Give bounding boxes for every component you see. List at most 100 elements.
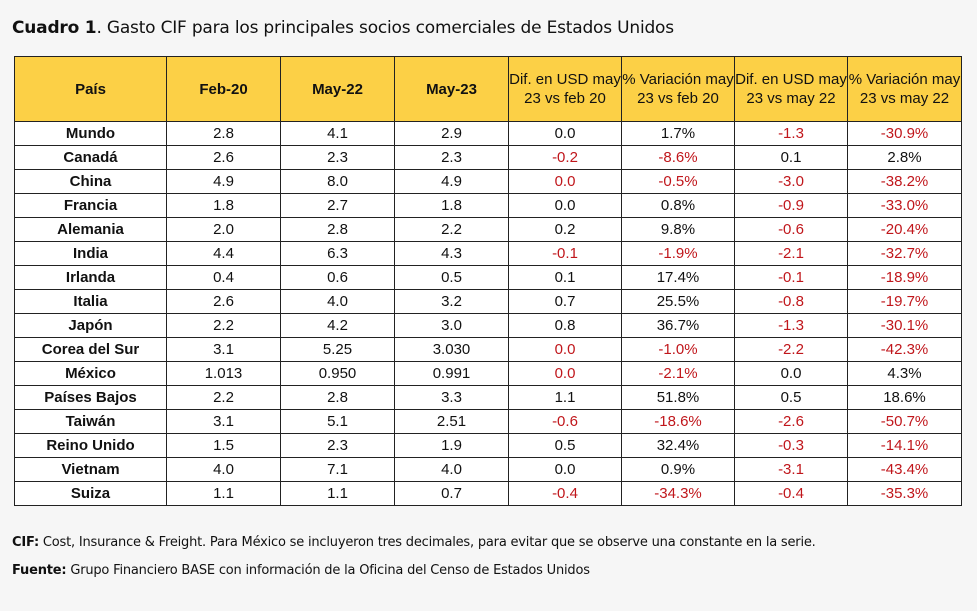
cif-spending-table: País Feb-20 May-22 May-23 Dif. en USD ma…	[14, 56, 962, 506]
cell-pct-change-vs-feb20: -34.3%	[621, 481, 735, 506]
cell-diff-usd-vs-feb20: 0.0	[508, 457, 622, 482]
cell-country: Francia	[14, 193, 167, 218]
header-country: País	[14, 56, 167, 122]
cell-diff-usd-vs-feb20: 0.8	[508, 313, 622, 338]
cell-pct-change-vs-may22: -50.7%	[847, 409, 962, 434]
cell-diff-usd-vs-may22: -2.2	[734, 337, 848, 362]
cell-country: Taiwán	[14, 409, 167, 434]
cell-diff-usd-vs-feb20: 0.7	[508, 289, 622, 314]
table-row: Suiza 1.1 1.1 0.7 -0.4 -34.3% -0.4 -35.3%	[14, 481, 962, 506]
cell-may-22: 6.3	[280, 241, 395, 266]
cell-diff-usd-vs-feb20: -0.4	[508, 481, 622, 506]
cell-country: Reino Unido	[14, 433, 167, 458]
cell-feb-20: 2.2	[166, 313, 281, 338]
cell-diff-usd-vs-may22: 0.0	[734, 361, 848, 386]
cell-may-23: 2.2	[394, 217, 509, 242]
cell-pct-change-vs-feb20: 9.8%	[621, 217, 735, 242]
cell-country: Italia	[14, 289, 167, 314]
cell-pct-change-vs-may22: -14.1%	[847, 433, 962, 458]
cell-diff-usd-vs-may22: -0.6	[734, 217, 848, 242]
cell-may-22: 2.8	[280, 385, 395, 410]
cell-pct-change-vs-may22: -30.1%	[847, 313, 962, 338]
source-footnote-label: Fuente:	[12, 563, 67, 578]
cell-country: Japón	[14, 313, 167, 338]
cell-may-22: 0.6	[280, 265, 395, 290]
cell-may-23: 1.8	[394, 193, 509, 218]
cell-diff-usd-vs-may22: 0.5	[734, 385, 848, 410]
cell-feb-20: 4.4	[166, 241, 281, 266]
cell-may-23: 0.5	[394, 265, 509, 290]
cell-diff-usd-vs-feb20: 0.2	[508, 217, 622, 242]
source-footnote: Fuente: Grupo Financiero BASE con inform…	[12, 563, 590, 578]
cell-diff-usd-vs-feb20: 0.0	[508, 169, 622, 194]
caption-number: Cuadro 1	[12, 18, 97, 38]
cell-pct-change-vs-may22: -38.2%	[847, 169, 962, 194]
cell-diff-usd-vs-feb20: -0.1	[508, 241, 622, 266]
cell-country: Suiza	[14, 481, 167, 506]
cell-may-23: 0.991	[394, 361, 509, 386]
cell-may-23: 3.2	[394, 289, 509, 314]
cell-diff-usd-vs-feb20: -0.6	[508, 409, 622, 434]
cell-feb-20: 3.1	[166, 337, 281, 362]
table-body: Mundo 2.8 4.1 2.9 0.0 1.7% -1.3 -30.9% Canadá 2.6…	[14, 121, 962, 506]
cell-pct-change-vs-feb20: -18.6%	[621, 409, 735, 434]
cell-country: Vietnam	[14, 457, 167, 482]
cell-diff-usd-vs-feb20: 0.0	[508, 361, 622, 386]
table-row: Canadá 2.6 2.3 2.3 -0.2 -8.6% 0.1 2.8%	[14, 145, 962, 170]
cell-may-23: 2.9	[394, 121, 509, 146]
cell-may-22: 4.1	[280, 121, 395, 146]
cell-may-22: 5.25	[280, 337, 395, 362]
cell-feb-20: 2.2	[166, 385, 281, 410]
table-row: Vietnam 4.0 7.1 4.0 0.0 0.9% -3.1 -43.4%	[14, 457, 962, 482]
cell-feb-20: 1.5	[166, 433, 281, 458]
table-row: Japón 2.2 4.2 3.0 0.8 36.7% -1.3 -30.1%	[14, 313, 962, 338]
table-row: Países Bajos 2.2 2.8 3.3 1.1 51.8% 0.5 18.6%	[14, 385, 962, 410]
cell-country: Irlanda	[14, 265, 167, 290]
table-row: Alemania 2.0 2.8 2.2 0.2 9.8% -0.6 -20.4%	[14, 217, 962, 242]
cell-pct-change-vs-may22: -33.0%	[847, 193, 962, 218]
cell-feb-20: 1.8	[166, 193, 281, 218]
table-row: Mundo 2.8 4.1 2.9 0.0 1.7% -1.3 -30.9%	[14, 121, 962, 146]
header-diff-usd-vs-may22: Dif. en USD may 23 vs may 22	[734, 56, 848, 122]
header-pct-change-vs-feb20: % Variación may 23 vs feb 20	[621, 56, 735, 122]
cell-feb-20: 1.1	[166, 481, 281, 506]
cell-may-22: 2.3	[280, 145, 395, 170]
cell-pct-change-vs-feb20: 1.7%	[621, 121, 735, 146]
header-may-22: May-22	[280, 56, 395, 122]
cell-diff-usd-vs-feb20: 0.1	[508, 265, 622, 290]
table-row: Italia 2.6 4.0 3.2 0.7 25.5% -0.8 -19.7%	[14, 289, 962, 314]
cell-country: Alemania	[14, 217, 167, 242]
cell-feb-20: 2.0	[166, 217, 281, 242]
cell-feb-20: 2.6	[166, 145, 281, 170]
table-row: Reino Unido 1.5 2.3 1.9 0.5 32.4% -0.3 -14.1%	[14, 433, 962, 458]
cell-pct-change-vs-may22: -42.3%	[847, 337, 962, 362]
cell-feb-20: 2.6	[166, 289, 281, 314]
cell-may-22: 4.2	[280, 313, 395, 338]
cell-diff-usd-vs-feb20: -0.2	[508, 145, 622, 170]
cell-pct-change-vs-may22: 2.8%	[847, 145, 962, 170]
table-row: Francia 1.8 2.7 1.8 0.0 0.8% -0.9 -33.0%	[14, 193, 962, 218]
source-footnote-text: Grupo Financiero BASE con información de…	[66, 563, 590, 578]
cell-pct-change-vs-may22: -35.3%	[847, 481, 962, 506]
cell-may-23: 3.3	[394, 385, 509, 410]
cell-diff-usd-vs-may22: -0.4	[734, 481, 848, 506]
cell-diff-usd-vs-may22: -0.3	[734, 433, 848, 458]
cell-may-23: 4.3	[394, 241, 509, 266]
cell-diff-usd-vs-feb20: 0.5	[508, 433, 622, 458]
cell-may-23: 1.9	[394, 433, 509, 458]
table-row: India 4.4 6.3 4.3 -0.1 -1.9% -2.1 -32.7%	[14, 241, 962, 266]
cell-pct-change-vs-may22: -20.4%	[847, 217, 962, 242]
cell-country: Mundo	[14, 121, 167, 146]
cell-may-22: 4.0	[280, 289, 395, 314]
cell-diff-usd-vs-may22: -0.8	[734, 289, 848, 314]
header-pct-change-vs-may22: % Variación may 23 vs may 22	[847, 56, 962, 122]
caption-text: . Gasto CIF para los principales socios …	[96, 18, 674, 38]
cell-feb-20: 1.013	[166, 361, 281, 386]
cell-pct-change-vs-may22: -43.4%	[847, 457, 962, 482]
cell-diff-usd-vs-feb20: 1.1	[508, 385, 622, 410]
cell-pct-change-vs-may22: 18.6%	[847, 385, 962, 410]
cell-diff-usd-vs-may22: -2.6	[734, 409, 848, 434]
header-diff-usd-vs-feb20: Dif. en USD may 23 vs feb 20	[508, 56, 622, 122]
cif-footnote-label: CIF:	[12, 535, 39, 550]
cell-may-22: 8.0	[280, 169, 395, 194]
